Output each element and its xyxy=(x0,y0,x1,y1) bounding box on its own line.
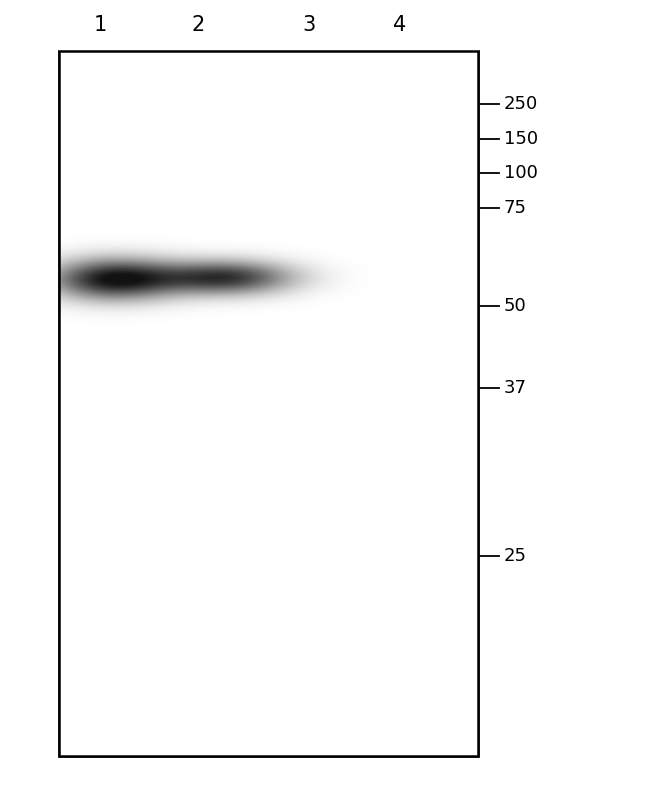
Text: 37: 37 xyxy=(504,379,526,396)
Text: 250: 250 xyxy=(504,95,538,113)
Text: 75: 75 xyxy=(504,199,526,217)
Text: 150: 150 xyxy=(504,130,538,147)
Text: 3: 3 xyxy=(302,16,315,35)
Text: 1: 1 xyxy=(94,16,107,35)
Text: 2: 2 xyxy=(192,16,205,35)
Text: 50: 50 xyxy=(504,297,526,314)
FancyBboxPatch shape xyxy=(58,51,478,756)
Text: 100: 100 xyxy=(504,165,538,182)
Text: 25: 25 xyxy=(504,547,526,564)
Text: 4: 4 xyxy=(393,16,406,35)
